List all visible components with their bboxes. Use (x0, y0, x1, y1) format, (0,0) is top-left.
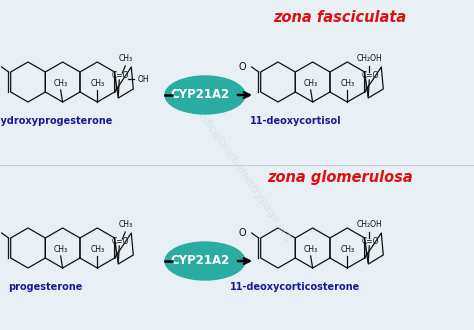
Text: CH₃: CH₃ (340, 245, 355, 253)
Text: CH₃: CH₃ (303, 245, 318, 253)
Text: CH₃: CH₃ (340, 79, 355, 87)
Text: CH₃: CH₃ (118, 220, 132, 229)
Text: O: O (238, 228, 246, 238)
Text: CH₂OH: CH₂OH (356, 220, 382, 229)
Text: CH₃: CH₃ (118, 54, 132, 63)
Text: 17-hydroxyprogesterone: 17-hydroxyprogesterone (0, 116, 113, 126)
Text: 11-deoxycorticosterone: 11-deoxycorticosterone (230, 282, 360, 292)
Ellipse shape (165, 76, 245, 114)
Text: CYP21A2: CYP21A2 (170, 88, 229, 102)
Text: OH: OH (137, 75, 149, 83)
Text: C=O: C=O (111, 72, 129, 81)
Text: CH₃: CH₃ (54, 79, 68, 87)
Text: CH₂OH: CH₂OH (356, 54, 382, 63)
Text: CH₃: CH₃ (90, 79, 104, 87)
Text: CYP21A2: CYP21A2 (170, 254, 229, 268)
Text: zona fasciculata: zona fasciculata (273, 10, 407, 25)
Text: C=O: C=O (362, 72, 379, 81)
Text: O: O (238, 62, 246, 72)
Text: CH₃: CH₃ (303, 79, 318, 87)
Text: CH₃: CH₃ (90, 245, 104, 253)
Text: C=O: C=O (111, 238, 129, 247)
Text: themedicalbiochemistrypage.org: themedicalbiochemistrypage.org (180, 86, 294, 244)
Text: C=O: C=O (362, 238, 379, 247)
Text: 11-deoxycortisol: 11-deoxycortisol (249, 116, 341, 126)
Text: CH₃: CH₃ (54, 245, 68, 253)
Text: zona glomerulosa: zona glomerulosa (267, 170, 413, 185)
Ellipse shape (165, 242, 245, 280)
Text: progesterone: progesterone (8, 282, 82, 292)
